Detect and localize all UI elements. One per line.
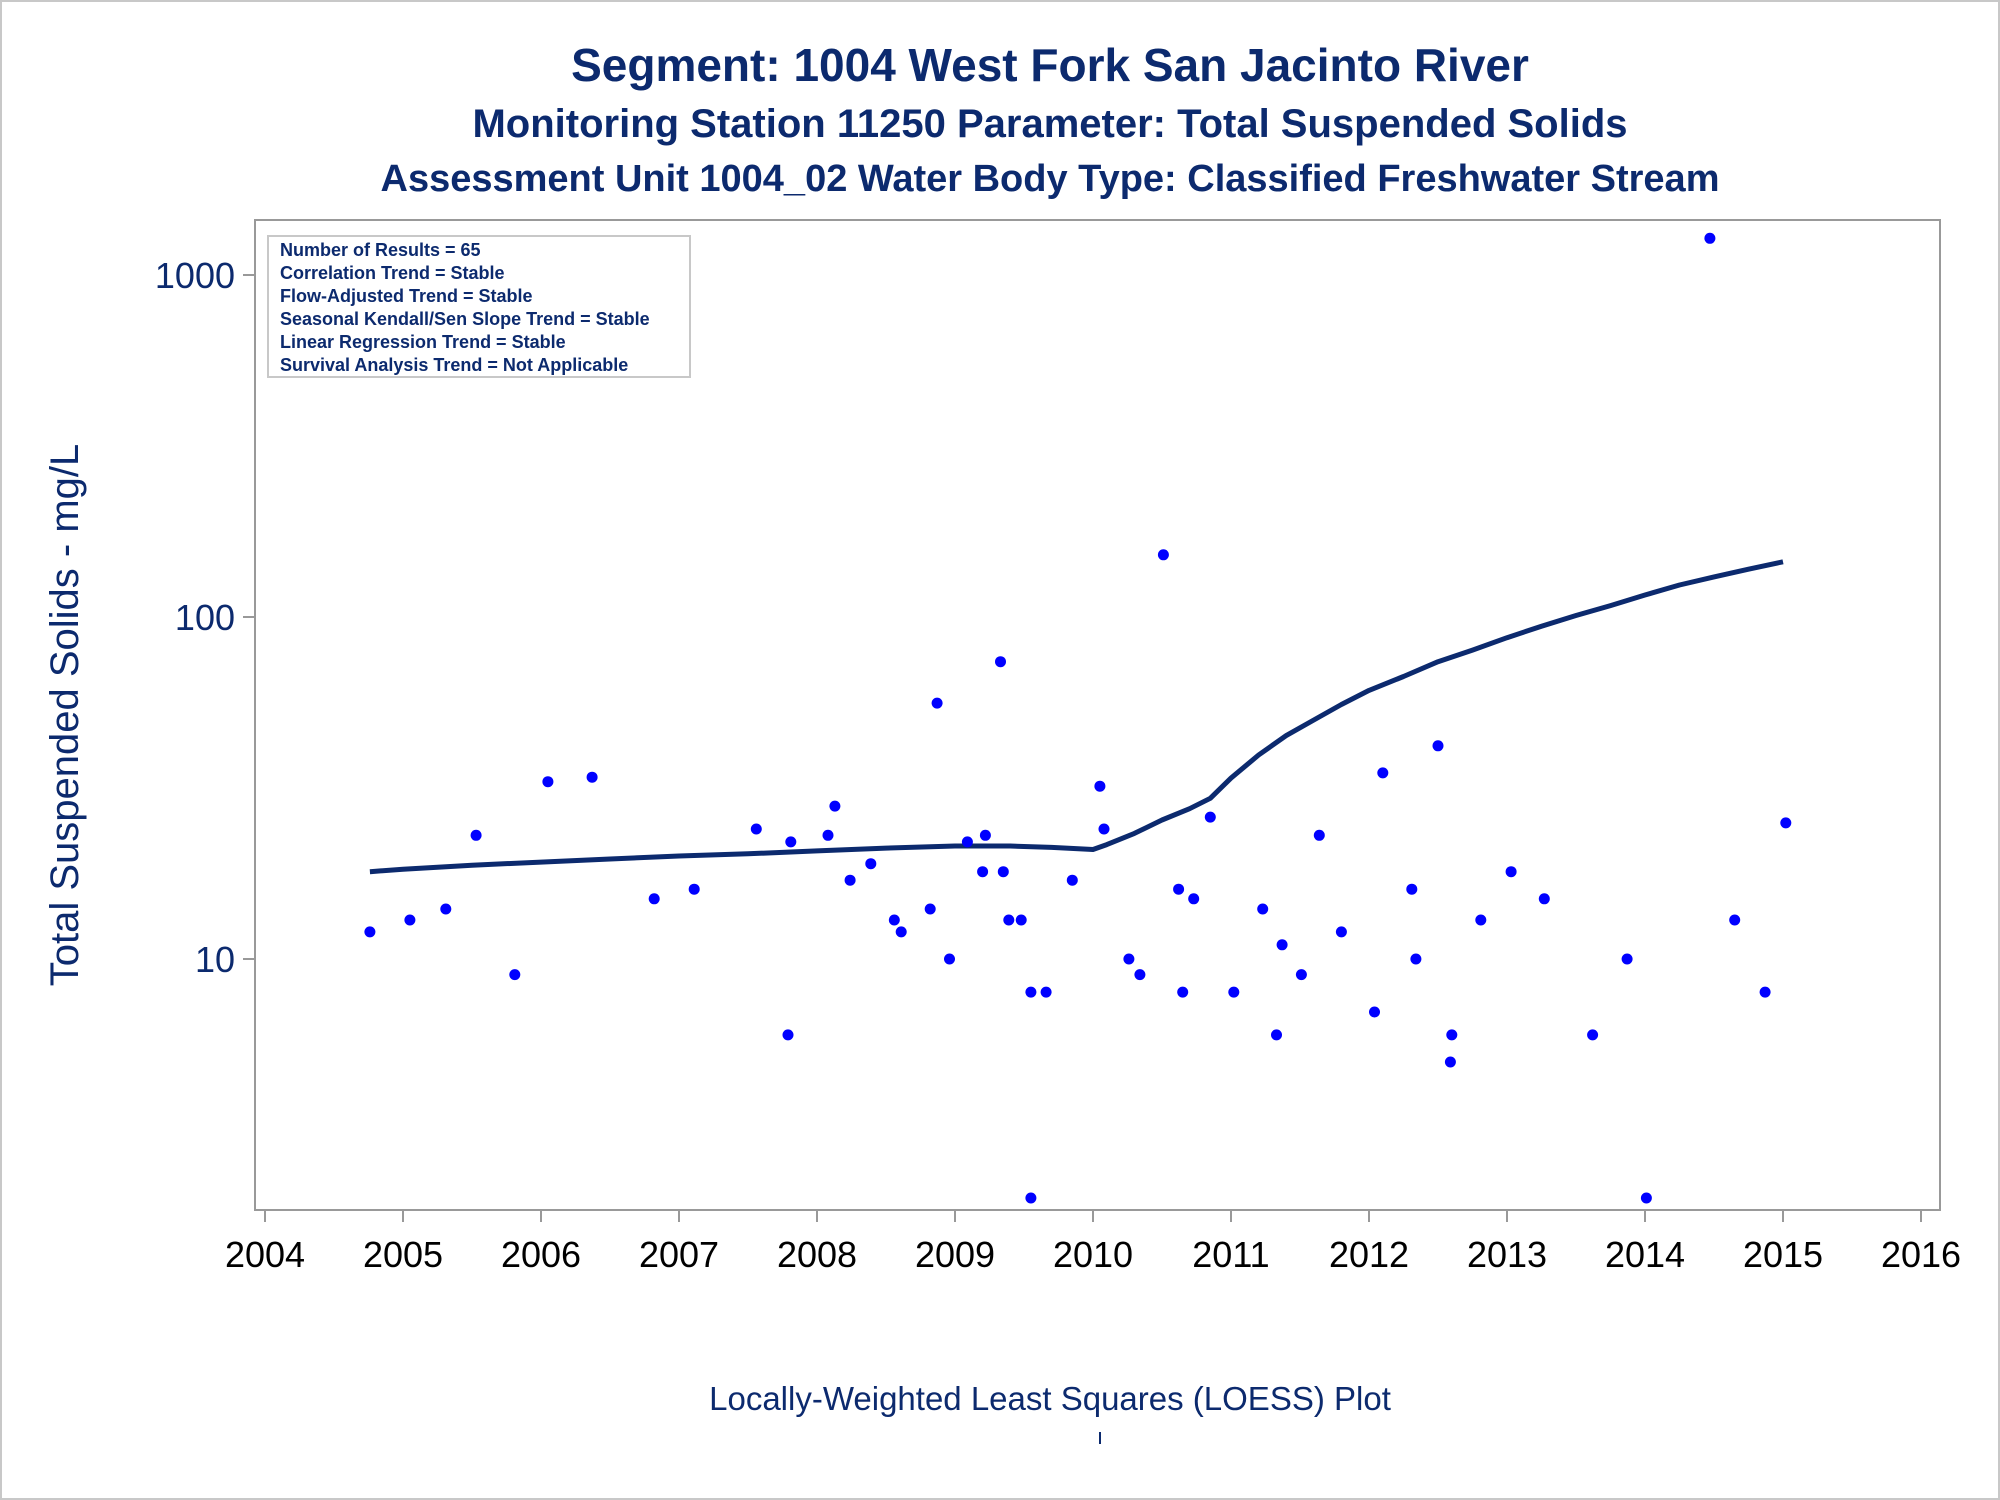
data-point — [440, 903, 452, 915]
x-tick-label: 2007 — [639, 1234, 719, 1275]
data-point — [1134, 969, 1146, 981]
data-point — [470, 829, 482, 841]
data-point — [364, 926, 376, 938]
data-point — [1505, 866, 1517, 878]
data-point — [995, 656, 1006, 668]
data-point — [1780, 817, 1792, 829]
stats-line: Correlation Trend = Stable — [280, 263, 505, 283]
data-point — [829, 800, 841, 812]
data-point — [1313, 829, 1325, 841]
data-point — [1015, 914, 1027, 926]
data-point — [782, 1029, 794, 1041]
data-point — [1538, 893, 1550, 905]
data-point — [944, 953, 955, 965]
x-tick-label: 2015 — [1743, 1234, 1823, 1275]
data-point — [1640, 1192, 1652, 1204]
chart-subtitle: Monitoring Station 11250 Parameter: Tota… — [472, 102, 1628, 146]
data-point — [1271, 1029, 1282, 1041]
x-tick-label: 2012 — [1329, 1234, 1409, 1275]
data-point — [1587, 1029, 1599, 1041]
x-tick-label: 2006 — [501, 1234, 581, 1275]
data-point — [1123, 953, 1135, 965]
data-point — [822, 829, 834, 841]
data-point — [1157, 549, 1169, 561]
footnote: Locally-Weighted Least Squares (LOESS) P… — [709, 1380, 1391, 1417]
loess-line — [369, 559, 1784, 875]
data-point — [1335, 926, 1347, 938]
data-point — [977, 866, 989, 878]
data-point — [1228, 986, 1240, 998]
data-point — [750, 823, 762, 835]
data-point — [1406, 883, 1418, 895]
x-tick-label: 2010 — [1053, 1234, 1133, 1275]
x-tick-label: 2009 — [915, 1234, 995, 1275]
data-point — [1177, 986, 1189, 998]
x-tick-label: 2004 — [225, 1234, 305, 1275]
data-point — [1444, 1056, 1456, 1068]
data-point — [648, 893, 660, 905]
data-point — [1040, 986, 1052, 998]
footnote-mark — [1099, 1432, 1101, 1444]
x-tick-label: 2008 — [777, 1234, 857, 1275]
x-tick-label: 2013 — [1467, 1234, 1547, 1275]
stats-line: Seasonal Kendall/Sen Slope Trend = Stabl… — [280, 309, 650, 329]
chart-title: Segment: 1004 West Fork San Jacinto Rive… — [571, 39, 1529, 91]
chart-subtitle-2: Assessment Unit 1004_02 Water Body Type:… — [380, 158, 1720, 200]
data-point — [1276, 939, 1288, 951]
data-point — [888, 914, 900, 926]
data-point — [979, 829, 991, 841]
data-point — [1759, 986, 1771, 998]
data-point — [404, 914, 416, 926]
data-point — [586, 771, 598, 783]
data-point — [1098, 823, 1110, 835]
x-tick-label: 2005 — [363, 1234, 443, 1275]
data-point — [1257, 903, 1269, 915]
data-point — [1729, 914, 1741, 926]
x-tick-label: 2014 — [1605, 1234, 1685, 1275]
stats-line: Number of Results = 65 — [280, 240, 481, 260]
data-point — [865, 858, 877, 870]
y-tick-label: 10 — [195, 939, 235, 980]
data-point — [895, 926, 907, 938]
y-axis-label: Total Suspended Solids - mg/L — [43, 444, 87, 987]
data-point — [1446, 1029, 1458, 1041]
data-point — [1432, 740, 1444, 752]
data-point — [1173, 883, 1185, 895]
data-point — [1377, 767, 1389, 779]
data-point — [688, 883, 700, 895]
data-point — [844, 874, 856, 886]
data-point — [509, 969, 521, 981]
data-point — [1410, 953, 1422, 965]
data-point — [924, 903, 936, 915]
stats-box — [267, 235, 691, 378]
data-point — [1475, 914, 1487, 926]
x-tick-label: 2016 — [1881, 1234, 1961, 1275]
x-tick-label: 2011 — [1192, 1234, 1269, 1275]
stats-line: Flow-Adjusted Trend = Stable — [280, 286, 533, 306]
data-point — [1066, 874, 1078, 886]
stats-line: Survival Analysis Trend = Not Applicable — [280, 355, 628, 375]
stats-line: Linear Regression Trend = Stable — [280, 332, 566, 352]
data-point — [542, 776, 554, 788]
data-point — [1188, 893, 1200, 905]
data-point — [997, 866, 1009, 878]
data-point — [1295, 969, 1307, 981]
plot-area-frame — [254, 219, 1941, 1211]
data-point — [1704, 232, 1716, 244]
data-point — [785, 836, 797, 848]
data-point — [1204, 811, 1216, 823]
data-point — [961, 836, 973, 848]
data-point — [1025, 986, 1037, 998]
data-point — [1094, 780, 1106, 792]
data-point — [1003, 914, 1015, 926]
data-point — [1621, 953, 1633, 965]
y-tick-label: 100 — [175, 597, 235, 638]
data-point — [931, 697, 943, 709]
y-tick-label: 1000 — [155, 255, 235, 296]
data-point — [1025, 1192, 1037, 1204]
data-point — [1369, 1006, 1380, 1018]
